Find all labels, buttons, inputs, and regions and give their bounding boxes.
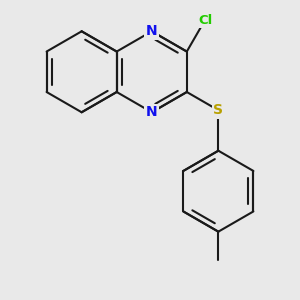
Text: Cl: Cl	[198, 14, 212, 26]
Text: S: S	[213, 103, 224, 117]
Text: N: N	[146, 105, 158, 119]
Text: N: N	[146, 24, 158, 38]
